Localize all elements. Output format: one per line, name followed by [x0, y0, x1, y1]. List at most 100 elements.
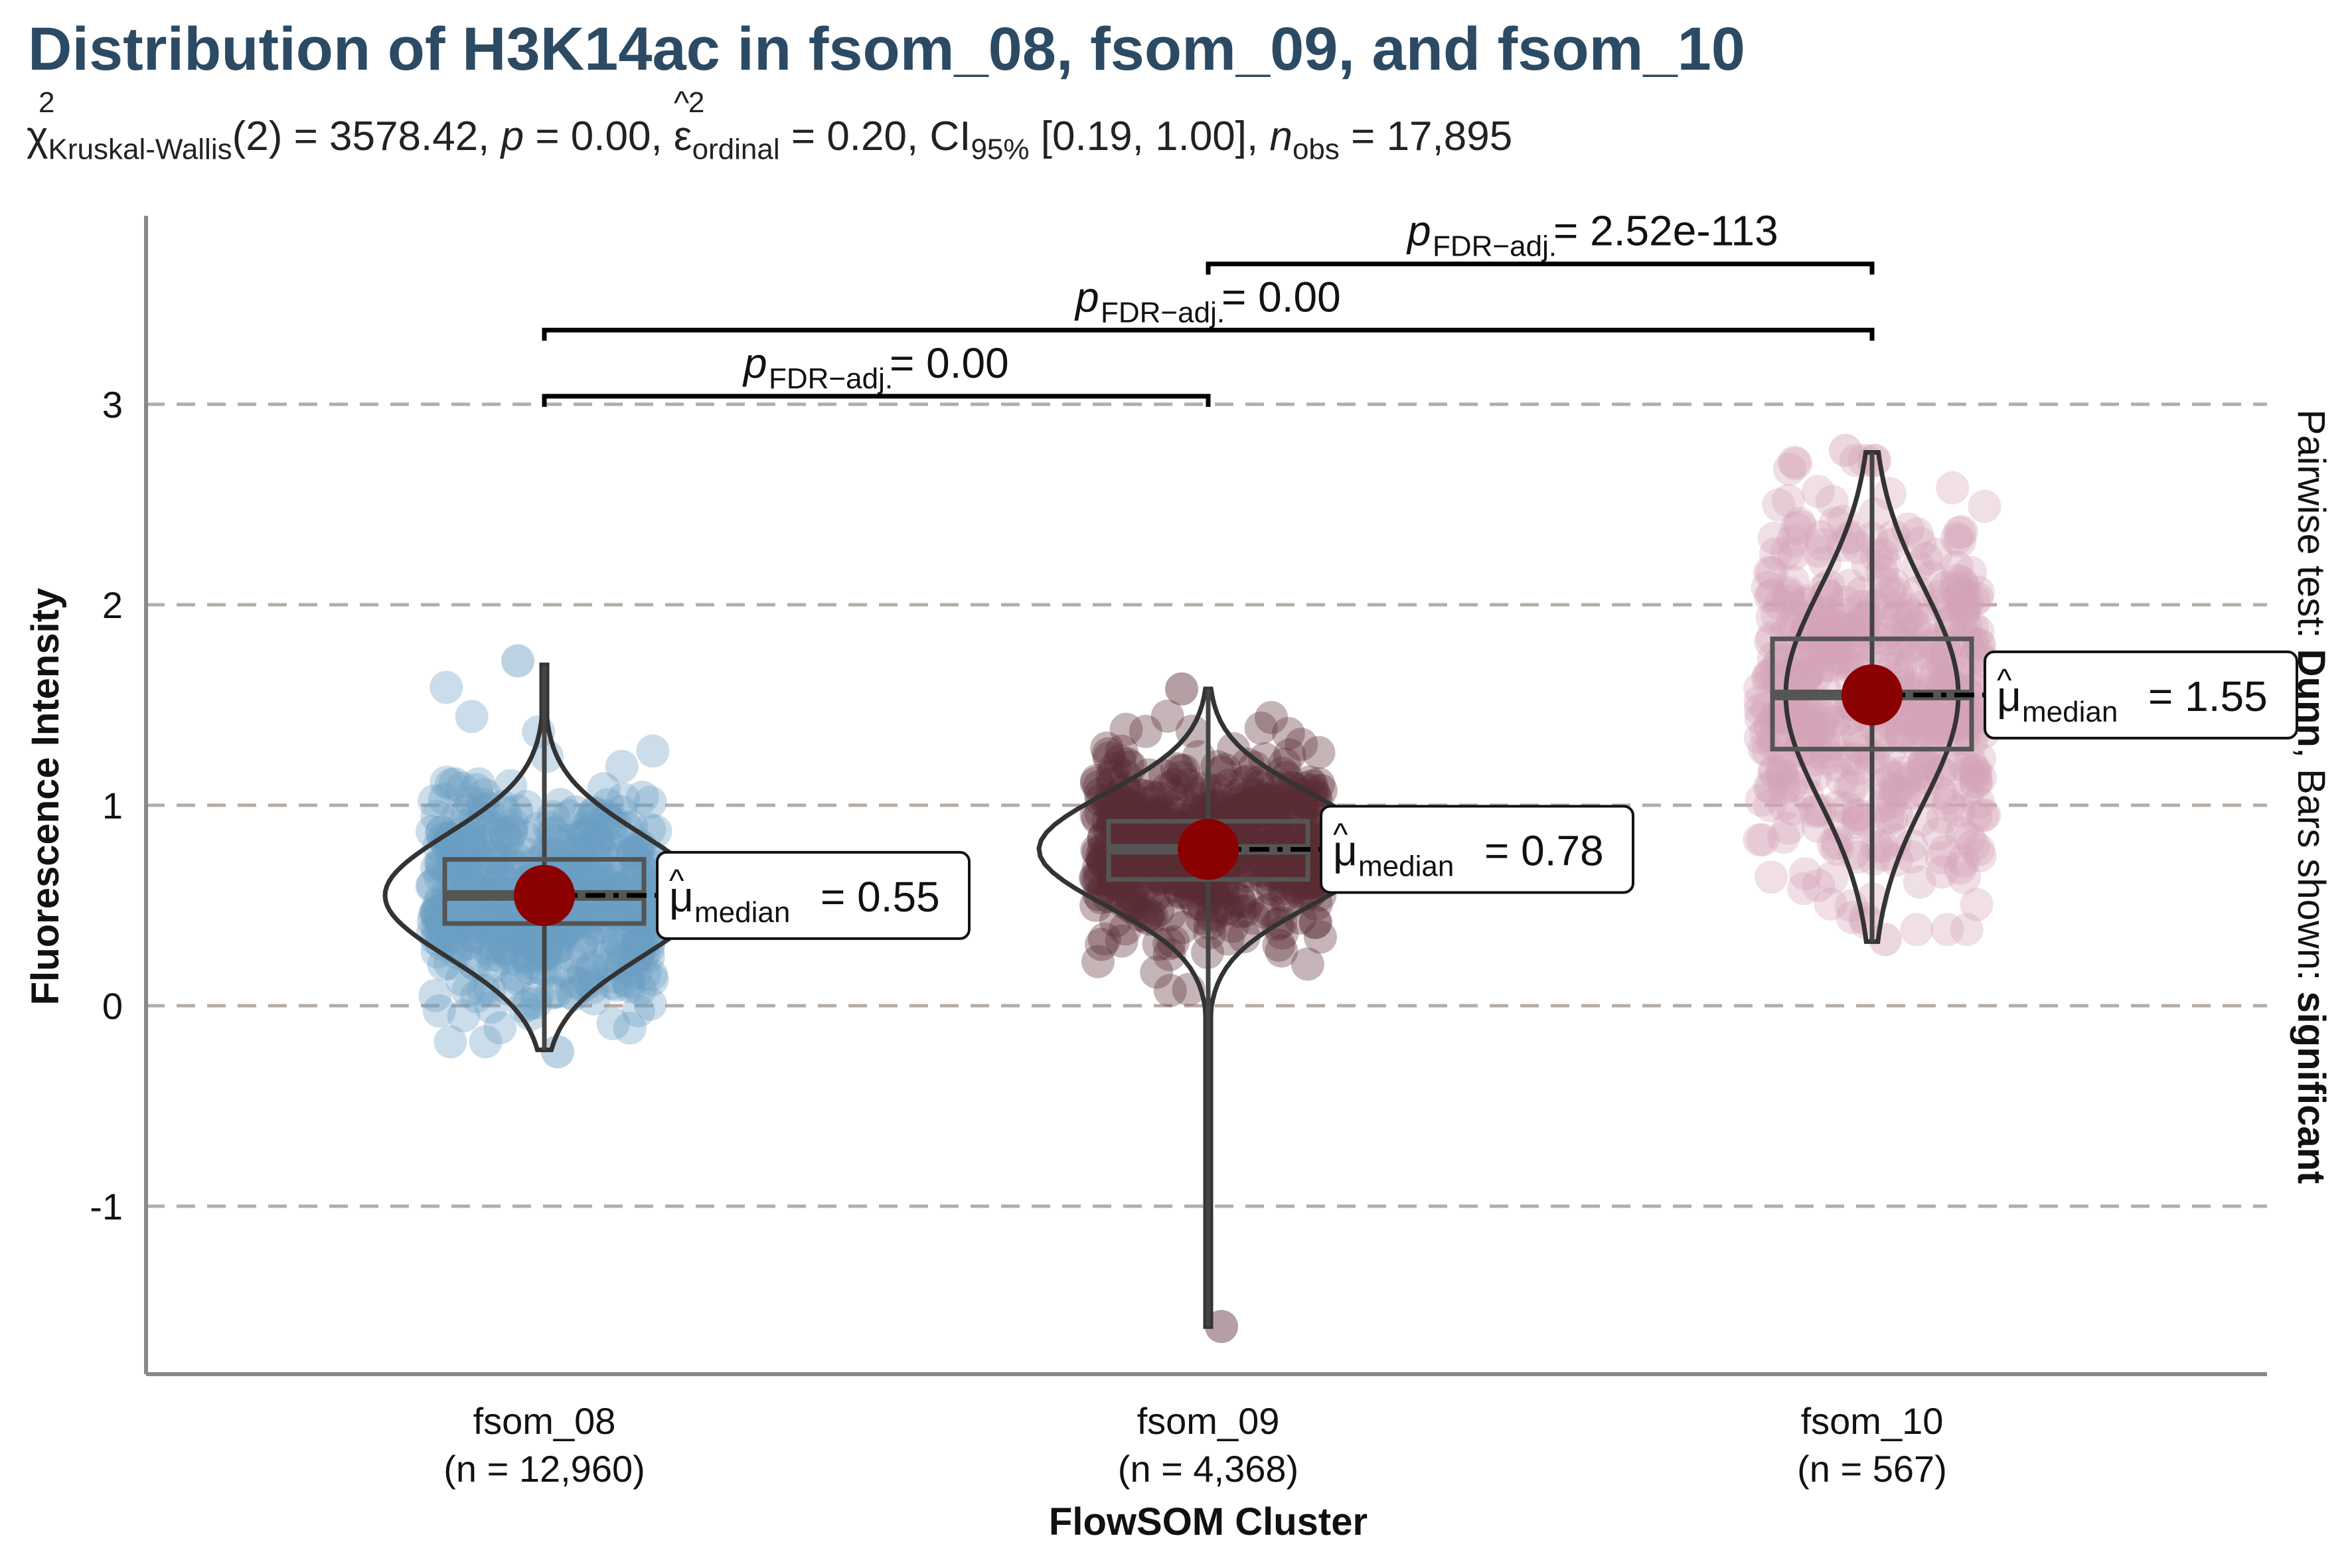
jitter-point — [539, 975, 573, 1009]
jitter-point — [588, 799, 622, 832]
jitter-point — [1946, 591, 1980, 625]
jitter-point — [1771, 579, 1805, 613]
jitter-point — [1898, 609, 1932, 643]
jitter-point — [1857, 591, 1891, 625]
jitter-point — [1113, 799, 1147, 833]
jitter-points — [1079, 699, 1338, 1008]
comparison-p-text: = 0.00 — [890, 339, 1009, 387]
jitter-point — [424, 846, 457, 880]
jitter-point — [584, 911, 617, 945]
jitter-point — [1932, 788, 1966, 822]
jitter-point — [1808, 609, 1842, 643]
y-tick-label: 1 — [102, 785, 123, 826]
jitter-point — [601, 924, 635, 958]
jitter-point — [1870, 586, 1904, 620]
jitter-point — [566, 813, 600, 846]
jitter-point — [1147, 874, 1181, 908]
jitter-point — [1822, 789, 1855, 823]
jitter-point — [1303, 920, 1337, 954]
jitter-point — [1883, 718, 1917, 751]
jitter-point — [1776, 537, 1810, 571]
jitter-point — [588, 828, 622, 862]
p-label: p — [501, 114, 524, 159]
median-label: μ^ median = 1.55 — [1984, 650, 2298, 740]
jitter-point — [1868, 547, 1902, 581]
jitter-point — [1804, 710, 1838, 744]
jitter-point — [1252, 893, 1286, 927]
jitter-point — [425, 927, 459, 961]
jitter-point — [1909, 694, 1942, 728]
jitter-point — [1956, 584, 1990, 617]
jitter-point — [1163, 874, 1197, 908]
jitter-point — [596, 1006, 630, 1040]
jitter-point — [591, 938, 625, 972]
jitter-point — [471, 932, 505, 966]
jitter-point — [1248, 742, 1282, 776]
jitter-point — [1137, 881, 1170, 915]
jitter-point — [1221, 793, 1255, 827]
jitter-point — [1138, 851, 1172, 885]
jitter-point — [1766, 759, 1800, 793]
jitter-point — [466, 787, 500, 821]
jitter-point — [1943, 851, 1977, 885]
jitter-point — [554, 939, 588, 973]
jitter-point — [1099, 904, 1133, 938]
jitter-point — [1808, 728, 1842, 761]
jitter-point — [1744, 702, 1778, 736]
jitter-point — [1903, 526, 1937, 560]
jitter-point — [1090, 731, 1124, 765]
jitter-point — [1745, 783, 1778, 817]
jitter-point — [477, 858, 511, 892]
y-axis-title: Fluorescence Intensity — [24, 588, 67, 1006]
chi-df: (2) — [232, 114, 283, 159]
epsilon-value: = 0.20, — [791, 114, 919, 159]
jitter-point — [594, 817, 628, 851]
jitter-point — [1247, 782, 1281, 816]
jitter-point — [1904, 654, 1938, 688]
jitter-point — [1801, 475, 1835, 509]
y-tick-label: -1 — [90, 1186, 123, 1227]
jitter-point — [1786, 706, 1820, 740]
jitter-point — [1743, 671, 1777, 705]
jitter-point — [455, 700, 489, 734]
jitter-point — [1814, 728, 1848, 762]
jitter-point — [428, 782, 461, 816]
jitter-point — [1944, 578, 1978, 611]
jitter-point — [1231, 747, 1265, 781]
jitter-point — [1285, 728, 1318, 761]
jitter-point — [583, 858, 617, 892]
jitter-point — [1942, 708, 1976, 742]
jitter-point — [1960, 766, 1994, 800]
jitter-point — [489, 796, 522, 830]
jitter-point — [512, 951, 546, 985]
jitter-point — [1743, 721, 1777, 755]
jitter-point — [1767, 788, 1801, 822]
jitter-point — [1815, 649, 1849, 683]
jitter-point — [1926, 801, 1960, 834]
jitter-point — [1907, 749, 1940, 783]
group-fsom_09: fsom_09 (n = 4,368) μ^ median = 0.78 — [1036, 672, 1634, 1490]
jitter-point — [552, 799, 586, 832]
jitter-point — [1118, 791, 1152, 825]
jitter-point — [1095, 808, 1129, 842]
jitter-point — [500, 794, 534, 828]
jitter-point — [522, 930, 556, 964]
jitter-point — [1151, 791, 1185, 825]
jitter-point — [510, 923, 544, 957]
jitter-point — [1127, 779, 1160, 813]
jitter-point — [1814, 887, 1847, 921]
jitter-point — [454, 904, 488, 938]
jitter-point — [1140, 781, 1174, 815]
jitter-point — [1244, 711, 1278, 745]
jitter-point — [1262, 928, 1296, 962]
jitter-point — [1872, 616, 1906, 650]
jitter-point — [1804, 604, 1838, 638]
jitter-point — [1783, 692, 1817, 726]
jitter-point — [1891, 601, 1924, 635]
jitter-point — [1788, 661, 1822, 695]
jitter-point — [1283, 875, 1316, 909]
jitter-point — [1204, 755, 1238, 789]
jitter-point — [1109, 712, 1143, 746]
jitter-point — [636, 734, 670, 768]
jitter-point — [1880, 797, 1914, 831]
